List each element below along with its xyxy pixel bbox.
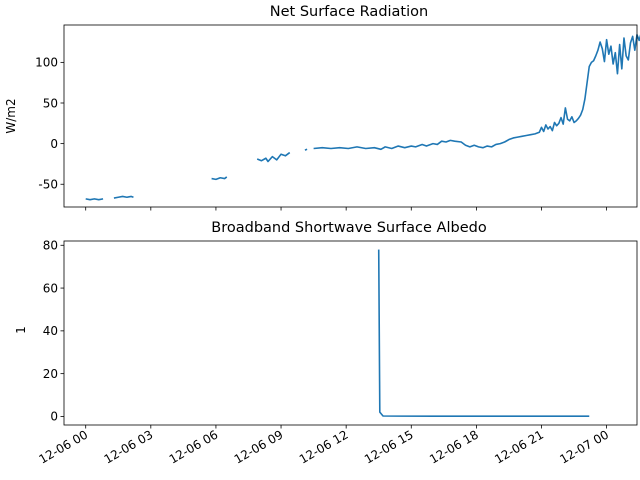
net-surface-radiation-panel: Net Surface Radiation W/m2 -50 0 50 100: [4, 4, 640, 211]
net-radiation-series-segment-1: [113, 195, 134, 199]
net-radiation-ytick-label-0: -50: [38, 178, 58, 192]
albedo-ylabel: 1: [14, 326, 28, 334]
albedo-xtick-label-2: 12-06 06: [167, 427, 221, 466]
albedo-panel: Broadband Shortwave Surface Albedo 1 0 20…: [14, 220, 638, 467]
net-radiation-series-segment-5: [313, 33, 640, 151]
albedo-title: Broadband Shortwave Surface Albedo: [211, 220, 487, 236]
net-radiation-ytick-label-3: 100: [35, 56, 58, 70]
albedo-xtick-label-3: 12-06 09: [232, 427, 286, 466]
albedo-plot-area: 0 20 40 60 80 12-06 00 12-06 03 12-06 06 12-06 0…: [36, 239, 611, 467]
albedo-xtick-label-5: 12-06 15: [362, 427, 416, 466]
albedo-ytick-label-2: 40: [43, 324, 58, 338]
net-surface-radiation-ylabel: W/m2: [4, 98, 18, 133]
net-surface-radiation-title: Net Surface Radiation: [270, 4, 428, 20]
albedo-xtick-label-1: 12-06 03: [102, 427, 156, 466]
albedo-series-segment-0: [377, 249, 590, 418]
net-radiation-ytick-label-2: 50: [43, 96, 58, 110]
net-surface-radiation-axes-frame: [63, 24, 638, 208]
albedo-xtick-label-0: 12-06 00: [36, 427, 90, 466]
net-radiation-series-segment-4: [304, 148, 308, 151]
albedo-xtick-label-8: 12-07 00: [557, 427, 611, 466]
albedo-ytick-label-4: 80: [43, 239, 58, 253]
albedo-xtick-label-4: 12-06 12: [297, 427, 351, 466]
albedo-ytick-label-3: 60: [43, 281, 58, 295]
albedo-ytick-label-1: 20: [43, 367, 58, 381]
albedo-xtick-label-6: 12-06 18: [427, 427, 481, 466]
albedo-xtick-label-7: 12-06 21: [492, 427, 546, 466]
albedo-axes-frame: [63, 240, 638, 426]
net-surface-radiation-plot-area: -50 0 50 100: [35, 33, 640, 211]
net-radiation-series-segment-2: [211, 176, 228, 181]
net-radiation-series-segment-0: [85, 198, 104, 201]
net-radiation-series-segment-3: [256, 151, 291, 163]
net-radiation-ytick-label-1: 0: [50, 137, 58, 151]
albedo-ytick-label-0: 0: [50, 410, 58, 424]
